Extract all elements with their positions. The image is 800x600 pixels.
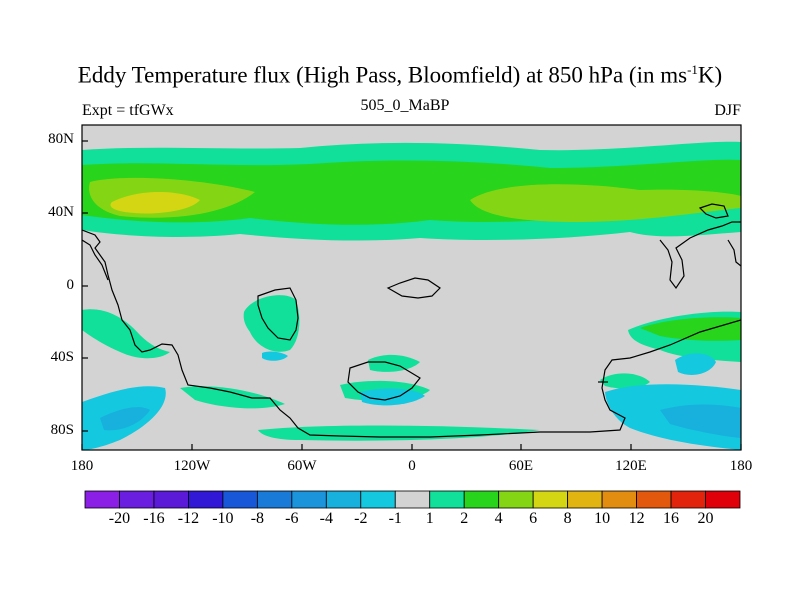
contour-field bbox=[82, 125, 741, 450]
colorbar-swatch bbox=[153, 490, 189, 509]
colorbar-swatch bbox=[532, 490, 569, 509]
x-tick-60e: 60E bbox=[508, 458, 534, 474]
x-tick-0: 0 bbox=[408, 458, 416, 474]
colorbar-label: 16 bbox=[663, 510, 680, 527]
colorbar-swatch bbox=[567, 490, 603, 509]
colorbar-swatch bbox=[394, 490, 431, 509]
experiment-label: Expt = tfGWx bbox=[82, 102, 174, 119]
x-tick-60w: 60W bbox=[287, 458, 317, 474]
colorbar-swatch bbox=[256, 490, 293, 509]
y-tick-40s: 40S bbox=[50, 349, 74, 365]
colorbar-label: -4 bbox=[319, 510, 333, 527]
chart-title: Eddy Temperature flux (High Pass, Bloomf… bbox=[77, 62, 723, 88]
colorbar-label: -12 bbox=[177, 510, 200, 527]
colorbar-swatch bbox=[360, 490, 396, 509]
contour-south-pacific-2 bbox=[600, 373, 650, 389]
colorbar-swatch bbox=[291, 490, 327, 509]
colorbar-label: 8 bbox=[563, 510, 572, 527]
colorbar-label: 2 bbox=[460, 510, 469, 527]
colorbar-swatch bbox=[498, 490, 534, 509]
colorbar bbox=[84, 490, 741, 509]
colorbar-label: 10 bbox=[594, 510, 611, 527]
colorbar-swatch bbox=[429, 490, 465, 509]
contour-australia-neg bbox=[675, 353, 716, 375]
colorbar-swatch bbox=[601, 490, 637, 509]
y-tick-0: 0 bbox=[66, 277, 75, 293]
coastlines bbox=[82, 203, 741, 438]
contour-australia-4 bbox=[640, 317, 741, 341]
x-tick-120w: 120W bbox=[173, 458, 211, 474]
colorbar-swatch bbox=[325, 490, 362, 509]
colorbar-swatch bbox=[222, 490, 258, 509]
contour-west-pacific-2 bbox=[82, 309, 170, 359]
colorbar-label: -8 bbox=[250, 510, 265, 527]
colorbar-label: -2 bbox=[354, 510, 368, 527]
colorbar-label: 4 bbox=[494, 510, 503, 527]
contour-east-indian-neg-2 bbox=[660, 404, 741, 438]
contour-north-pacific-8 bbox=[110, 192, 200, 214]
colorbar-swatch bbox=[84, 490, 120, 509]
season-label: DJF bbox=[714, 102, 741, 119]
y-tick-80n: 80N bbox=[48, 131, 74, 147]
colorbar-label: -16 bbox=[143, 510, 165, 527]
contour-southern-ocean-2b bbox=[258, 425, 540, 441]
y-tick-80s: 80S bbox=[50, 422, 74, 438]
contour-north-band-6b bbox=[470, 184, 741, 222]
axis-ticks bbox=[81, 140, 742, 450]
colorbar-label: -10 bbox=[212, 510, 234, 527]
contour-africa-2 bbox=[368, 354, 420, 372]
x-tick-120e: 120E bbox=[615, 458, 647, 474]
contour-south-america-2 bbox=[243, 295, 300, 352]
colorbar-label: 6 bbox=[529, 510, 538, 527]
x-tick-180e: 180 bbox=[729, 458, 753, 474]
colorbar-swatch bbox=[188, 490, 224, 509]
colorbar-label: -1 bbox=[388, 510, 402, 527]
x-tick-180w: 180 bbox=[70, 458, 94, 474]
colorbar-swatch bbox=[636, 490, 672, 509]
run-label: 505_0_MaBP bbox=[360, 97, 450, 114]
colorbar-swatch bbox=[463, 490, 500, 509]
colorbar-swatch bbox=[119, 490, 155, 509]
colorbar-label: -20 bbox=[108, 510, 131, 527]
contour-south-indian-neg bbox=[360, 388, 425, 406]
contour-southern-ocean-2a bbox=[180, 386, 285, 409]
colorbar-label: 20 bbox=[697, 510, 714, 527]
colorbar-label: 1 bbox=[425, 510, 434, 527]
y-tick-40n: 40N bbox=[48, 204, 74, 220]
contour-south-atlantic-neg bbox=[262, 351, 288, 361]
colorbar-swatch bbox=[670, 490, 706, 509]
colorbar-swatch bbox=[705, 490, 741, 509]
colorbar-label: -6 bbox=[285, 510, 299, 527]
colorbar-label: 12 bbox=[628, 510, 645, 527]
contour-south-pacific-neg-2 bbox=[100, 407, 150, 431]
